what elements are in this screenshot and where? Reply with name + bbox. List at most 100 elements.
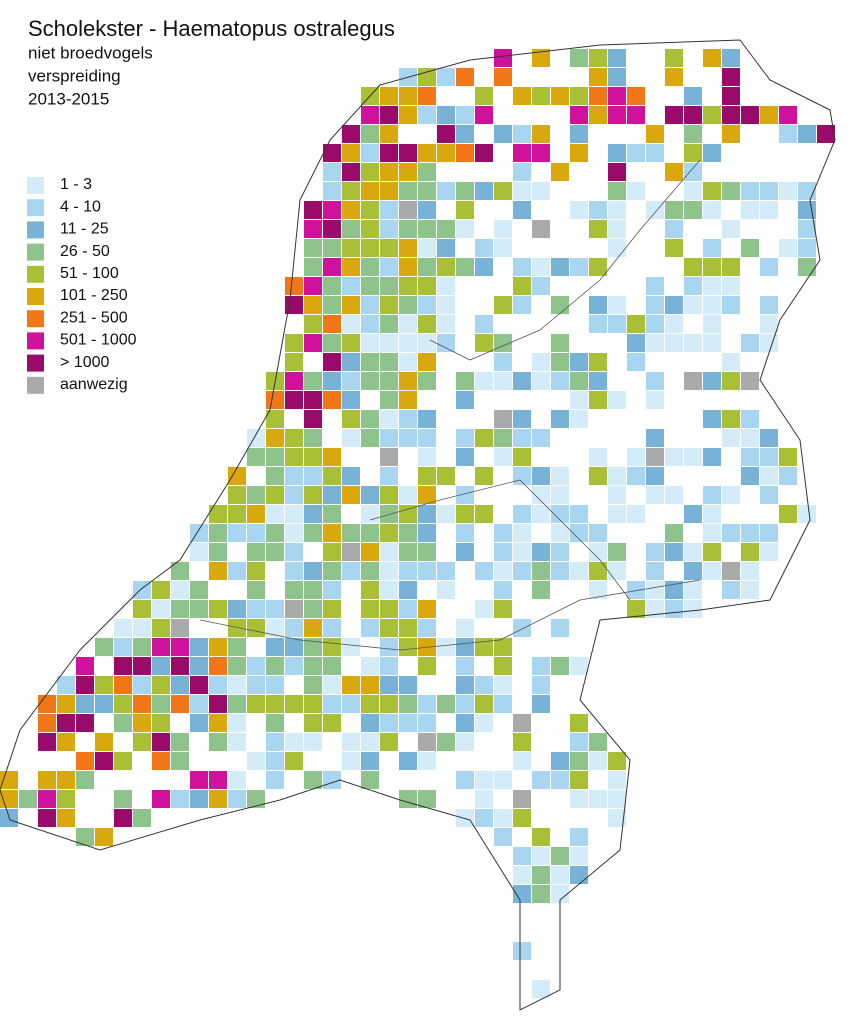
grid-cell [399, 505, 417, 523]
grid-cell [665, 334, 683, 352]
grid-cell [228, 733, 246, 751]
grid-cell [361, 562, 379, 580]
grid-cell [456, 619, 474, 637]
grid-cell [437, 239, 455, 257]
grid-cell [380, 467, 398, 485]
grid-cell [760, 182, 778, 200]
grid-cell [589, 68, 607, 86]
grid-cell [380, 638, 398, 656]
grid-cell [741, 239, 759, 257]
grid-cell [114, 714, 132, 732]
grid-cell [570, 201, 588, 219]
grid-cell [399, 201, 417, 219]
grid-cell [665, 600, 683, 618]
grid-cell [209, 562, 227, 580]
grid-cell [627, 353, 645, 371]
grid-cell [418, 486, 436, 504]
grid-cell [133, 714, 151, 732]
grid-cell [608, 391, 626, 409]
grid-cell [513, 182, 531, 200]
grid-cell [532, 258, 550, 276]
grid-cell [418, 163, 436, 181]
grid-cell [399, 619, 417, 637]
grid-cell [437, 505, 455, 523]
grid-cell [418, 410, 436, 428]
grid-cell [152, 619, 170, 637]
grid-cell [646, 144, 664, 162]
grid-cell [399, 182, 417, 200]
grid-cell [418, 182, 436, 200]
grid-cell [342, 391, 360, 409]
grid-cell [494, 809, 512, 827]
grid-cell [589, 448, 607, 466]
grid-cell [152, 733, 170, 751]
grid-cell [361, 353, 379, 371]
grid-cell [437, 315, 455, 333]
grid-cell [342, 334, 360, 352]
grid-cell [323, 467, 341, 485]
grid-cell [456, 68, 474, 86]
grid-cell [627, 334, 645, 352]
grid-cell [190, 543, 208, 561]
grid-cell [779, 239, 797, 257]
grid-cell [285, 657, 303, 675]
grid-cell [570, 657, 588, 675]
grid-cell [722, 353, 740, 371]
grid-cell [323, 296, 341, 314]
grid-cell [171, 619, 189, 637]
grid-cell [380, 220, 398, 238]
grid-cell [475, 429, 493, 447]
grid-cell [494, 676, 512, 694]
grid-cell [741, 410, 759, 428]
grid-cell [627, 505, 645, 523]
grid-cell [361, 334, 379, 352]
grid-cell [323, 619, 341, 637]
grid-cell [342, 486, 360, 504]
grid-cell [152, 676, 170, 694]
grid-cell [570, 733, 588, 751]
grid-cell [190, 600, 208, 618]
grid-cell [266, 752, 284, 770]
grid-cell [722, 562, 740, 580]
grid-cell [513, 125, 531, 143]
grid-cell [532, 543, 550, 561]
grid-cell [608, 467, 626, 485]
grid-cell [95, 752, 113, 770]
grid-cell [342, 676, 360, 694]
grid-cell [323, 201, 341, 219]
grid-cell [209, 695, 227, 713]
country-outline [0, 39, 836, 1011]
grid-cell [228, 790, 246, 808]
grid-cell [570, 847, 588, 865]
grid-cell [722, 49, 740, 67]
grid-cell [589, 296, 607, 314]
grid-cell [551, 258, 569, 276]
grid-cell [494, 353, 512, 371]
grid-cell [399, 106, 417, 124]
grid-cell [114, 676, 132, 694]
grid-cell [703, 372, 721, 390]
grid-cell [494, 68, 512, 86]
grid-cell [418, 87, 436, 105]
grid-cell [456, 258, 474, 276]
grid-cell [304, 239, 322, 257]
grid-cell [513, 885, 531, 903]
subtitle: 2013-2015 [28, 89, 109, 108]
grid-cell [513, 790, 531, 808]
grid-cell [304, 581, 322, 599]
grid-cell [494, 372, 512, 390]
grid-cell [114, 657, 132, 675]
grid-cell [532, 220, 550, 238]
grid-cell [494, 543, 512, 561]
grid-cell [475, 790, 493, 808]
grid-cell [399, 524, 417, 542]
grid-cell [665, 448, 683, 466]
grid-cell [437, 467, 455, 485]
grid-cell [342, 163, 360, 181]
grid-cell [456, 771, 474, 789]
grid-cell [684, 562, 702, 580]
grid-cell [418, 296, 436, 314]
grid-cell [646, 600, 664, 618]
grid-cell [304, 714, 322, 732]
grid-cell [380, 201, 398, 219]
